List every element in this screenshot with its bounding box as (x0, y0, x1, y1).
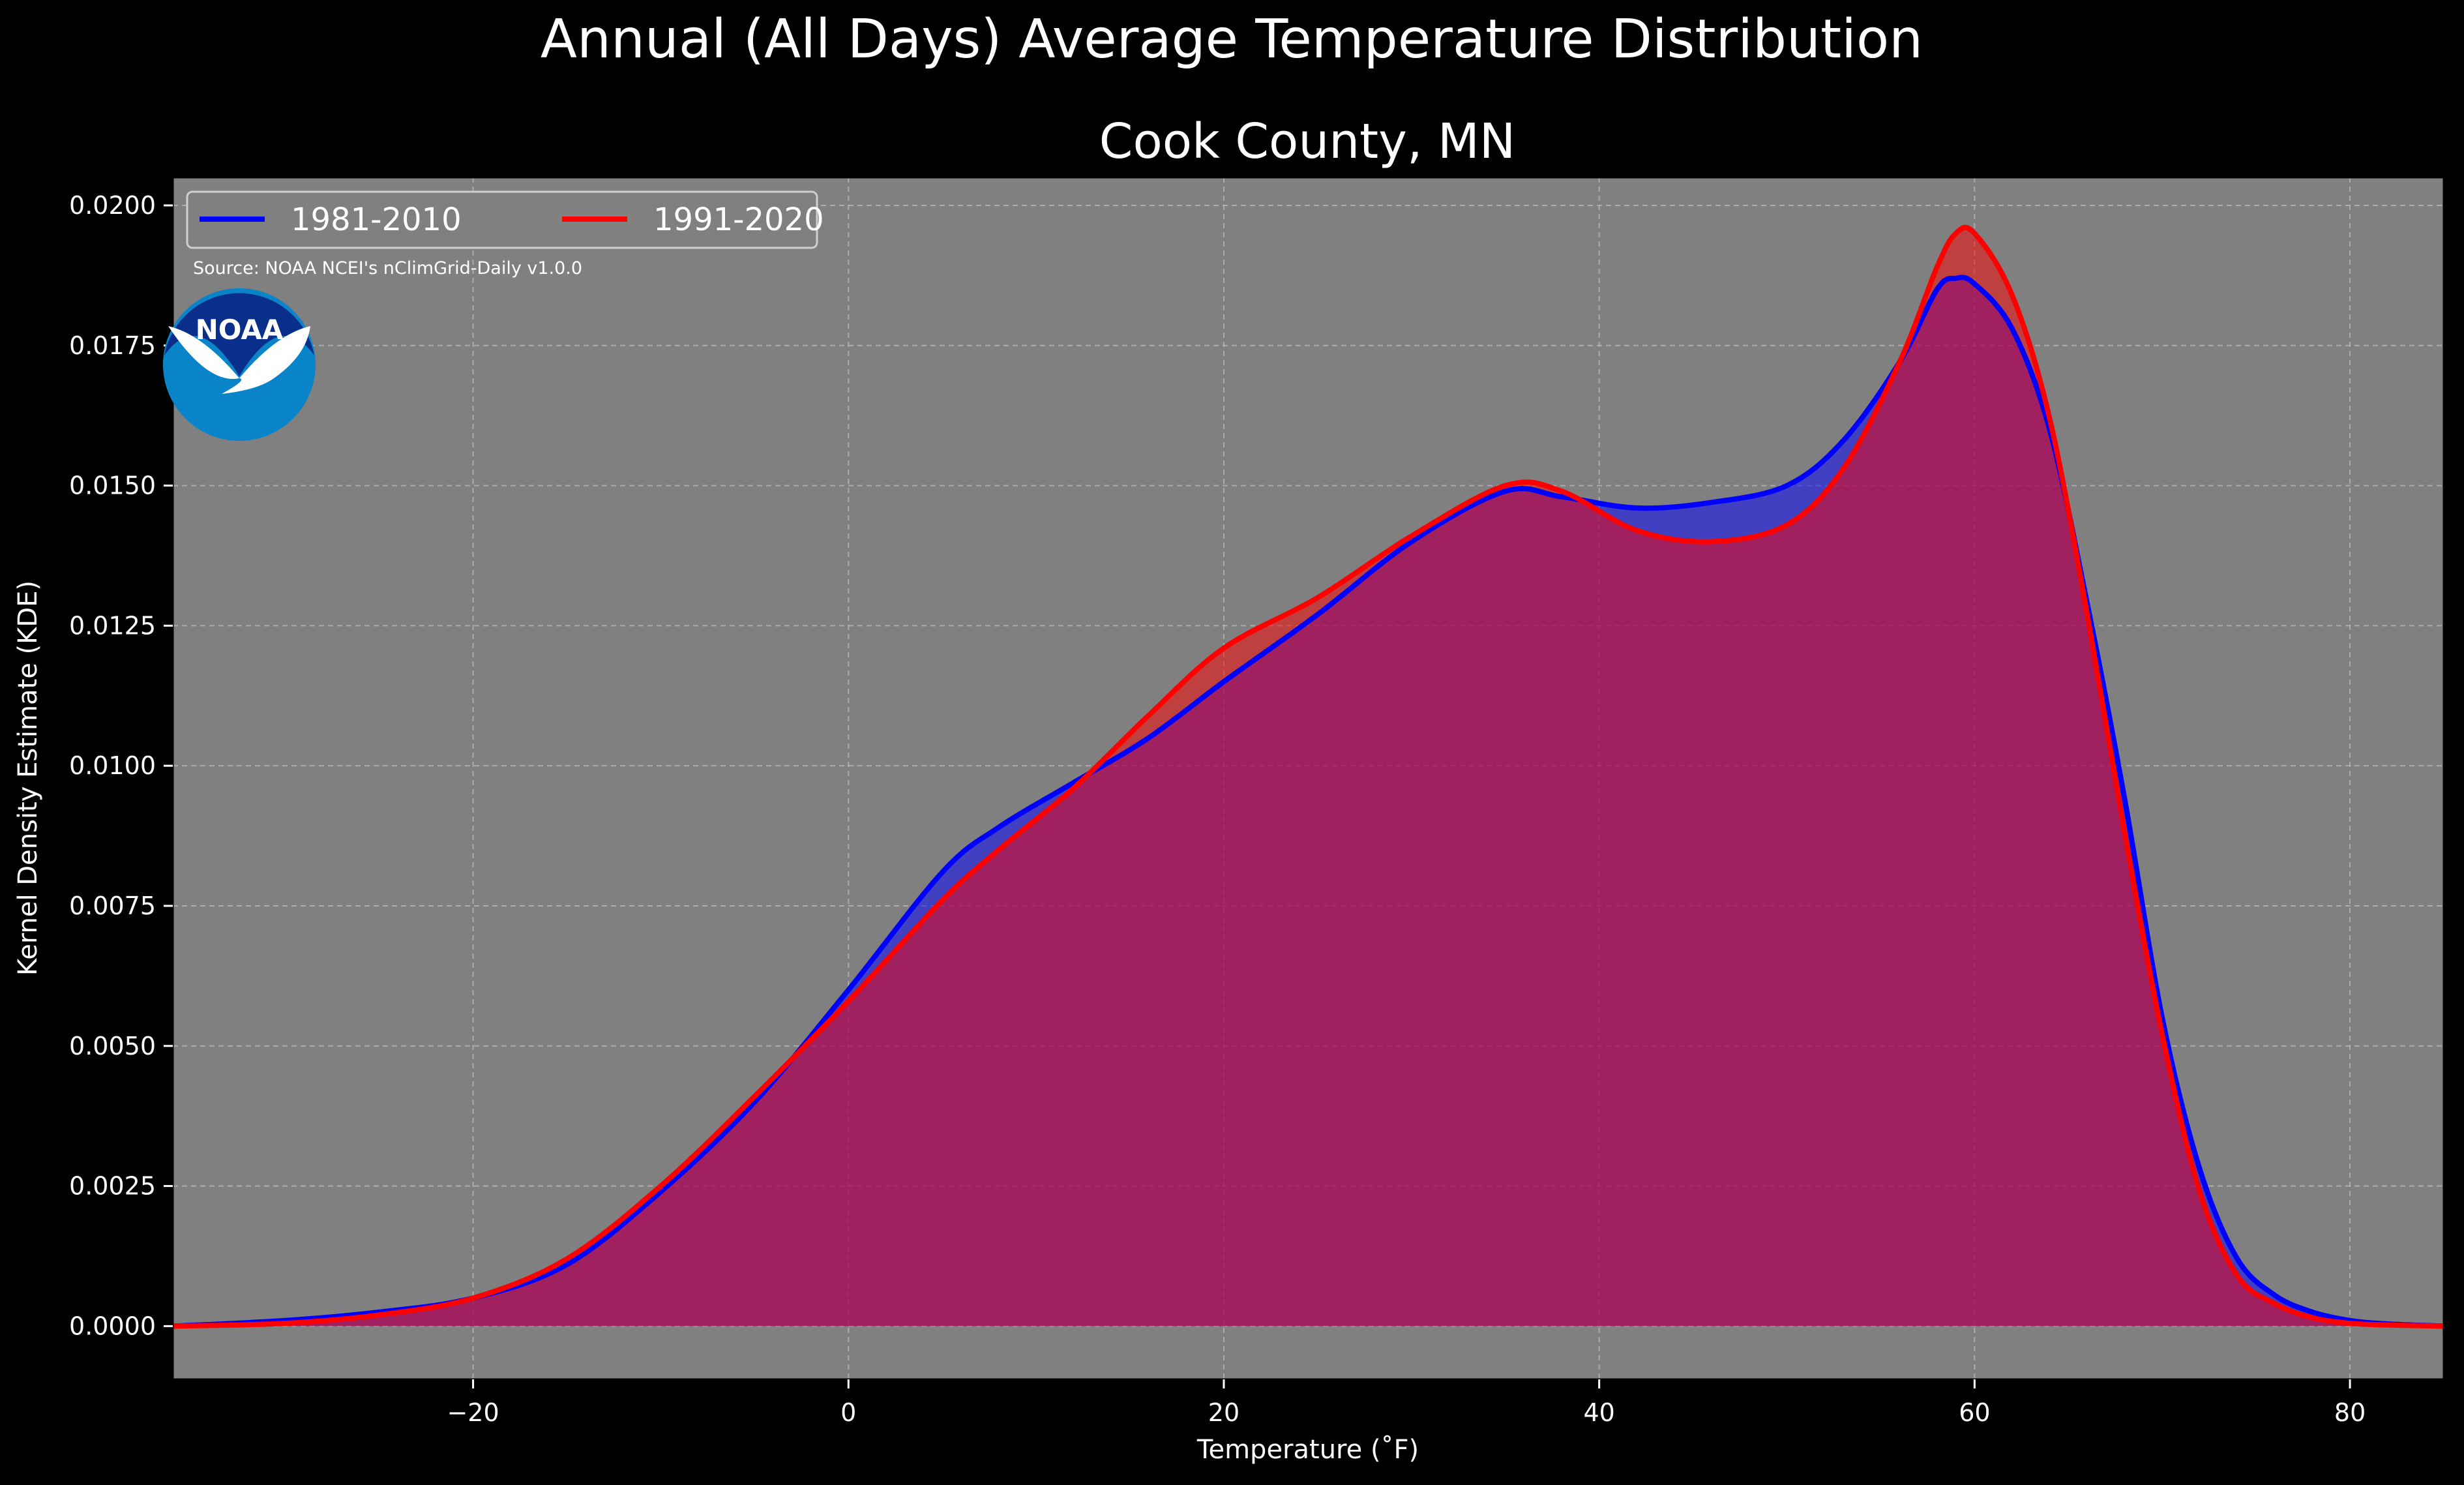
legend-label-1991-2020: 1991-2020 (653, 202, 824, 238)
series-areas (173, 227, 2444, 1327)
y-tick-label: 0.0125 (69, 611, 156, 640)
x-tick-label: 20 (1208, 1398, 1239, 1427)
x-axis: −20 0 20 40 60 80 (447, 1379, 2366, 1427)
legend: 1981-2010 1991-2020 (186, 190, 824, 249)
x-tick-label: 60 (1959, 1398, 1990, 1427)
y-tick-label: 0.0175 (69, 331, 156, 360)
y-tick-label: 0.0025 (69, 1172, 156, 1201)
series-line-1981-2010 (172, 275, 2444, 1329)
y-tick-label: 0.0050 (69, 1032, 156, 1060)
x-tick-label: −20 (447, 1398, 499, 1427)
legend-label-1981-2010: 1981-2010 (291, 202, 462, 238)
y-tick-label: 0.0000 (69, 1312, 156, 1340)
plot-frame (171, 176, 2445, 1381)
x-tick-label: 0 (840, 1398, 856, 1427)
y-tick-label: 0.0075 (69, 892, 156, 920)
series-line-1991-2020 (172, 224, 2444, 1329)
noaa-logo: NOAA (163, 288, 316, 441)
y-tick-label: 0.0150 (69, 472, 156, 500)
source-note: Source: NOAA NCEI's nClimGrid-Daily v1.0… (193, 258, 582, 278)
noaa-logo-text: NOAA (196, 314, 284, 346)
y-axis: 0.0000 0.0025 0.0050 0.0075 0.0100 0.0125 0.01… (69, 191, 173, 1340)
chart-title: Cook County, MN (1099, 113, 1515, 170)
legend-box (186, 190, 818, 249)
y-tick-label: 0.0200 (69, 191, 156, 220)
x-tick-label: 80 (2334, 1398, 2366, 1427)
series-area-1991-2020 (173, 227, 2444, 1327)
y-axis-label: Kernel Density Estimate (KDE) (13, 580, 43, 976)
x-axis-label: Temperature (˚F) (1196, 1435, 1419, 1465)
y-tick-label: 0.0100 (69, 751, 156, 780)
series-lines (172, 224, 2444, 1329)
x-tick-label: 40 (1583, 1398, 1614, 1427)
suptitle: Annual (All Days) Average Temperature Di… (541, 8, 1923, 70)
